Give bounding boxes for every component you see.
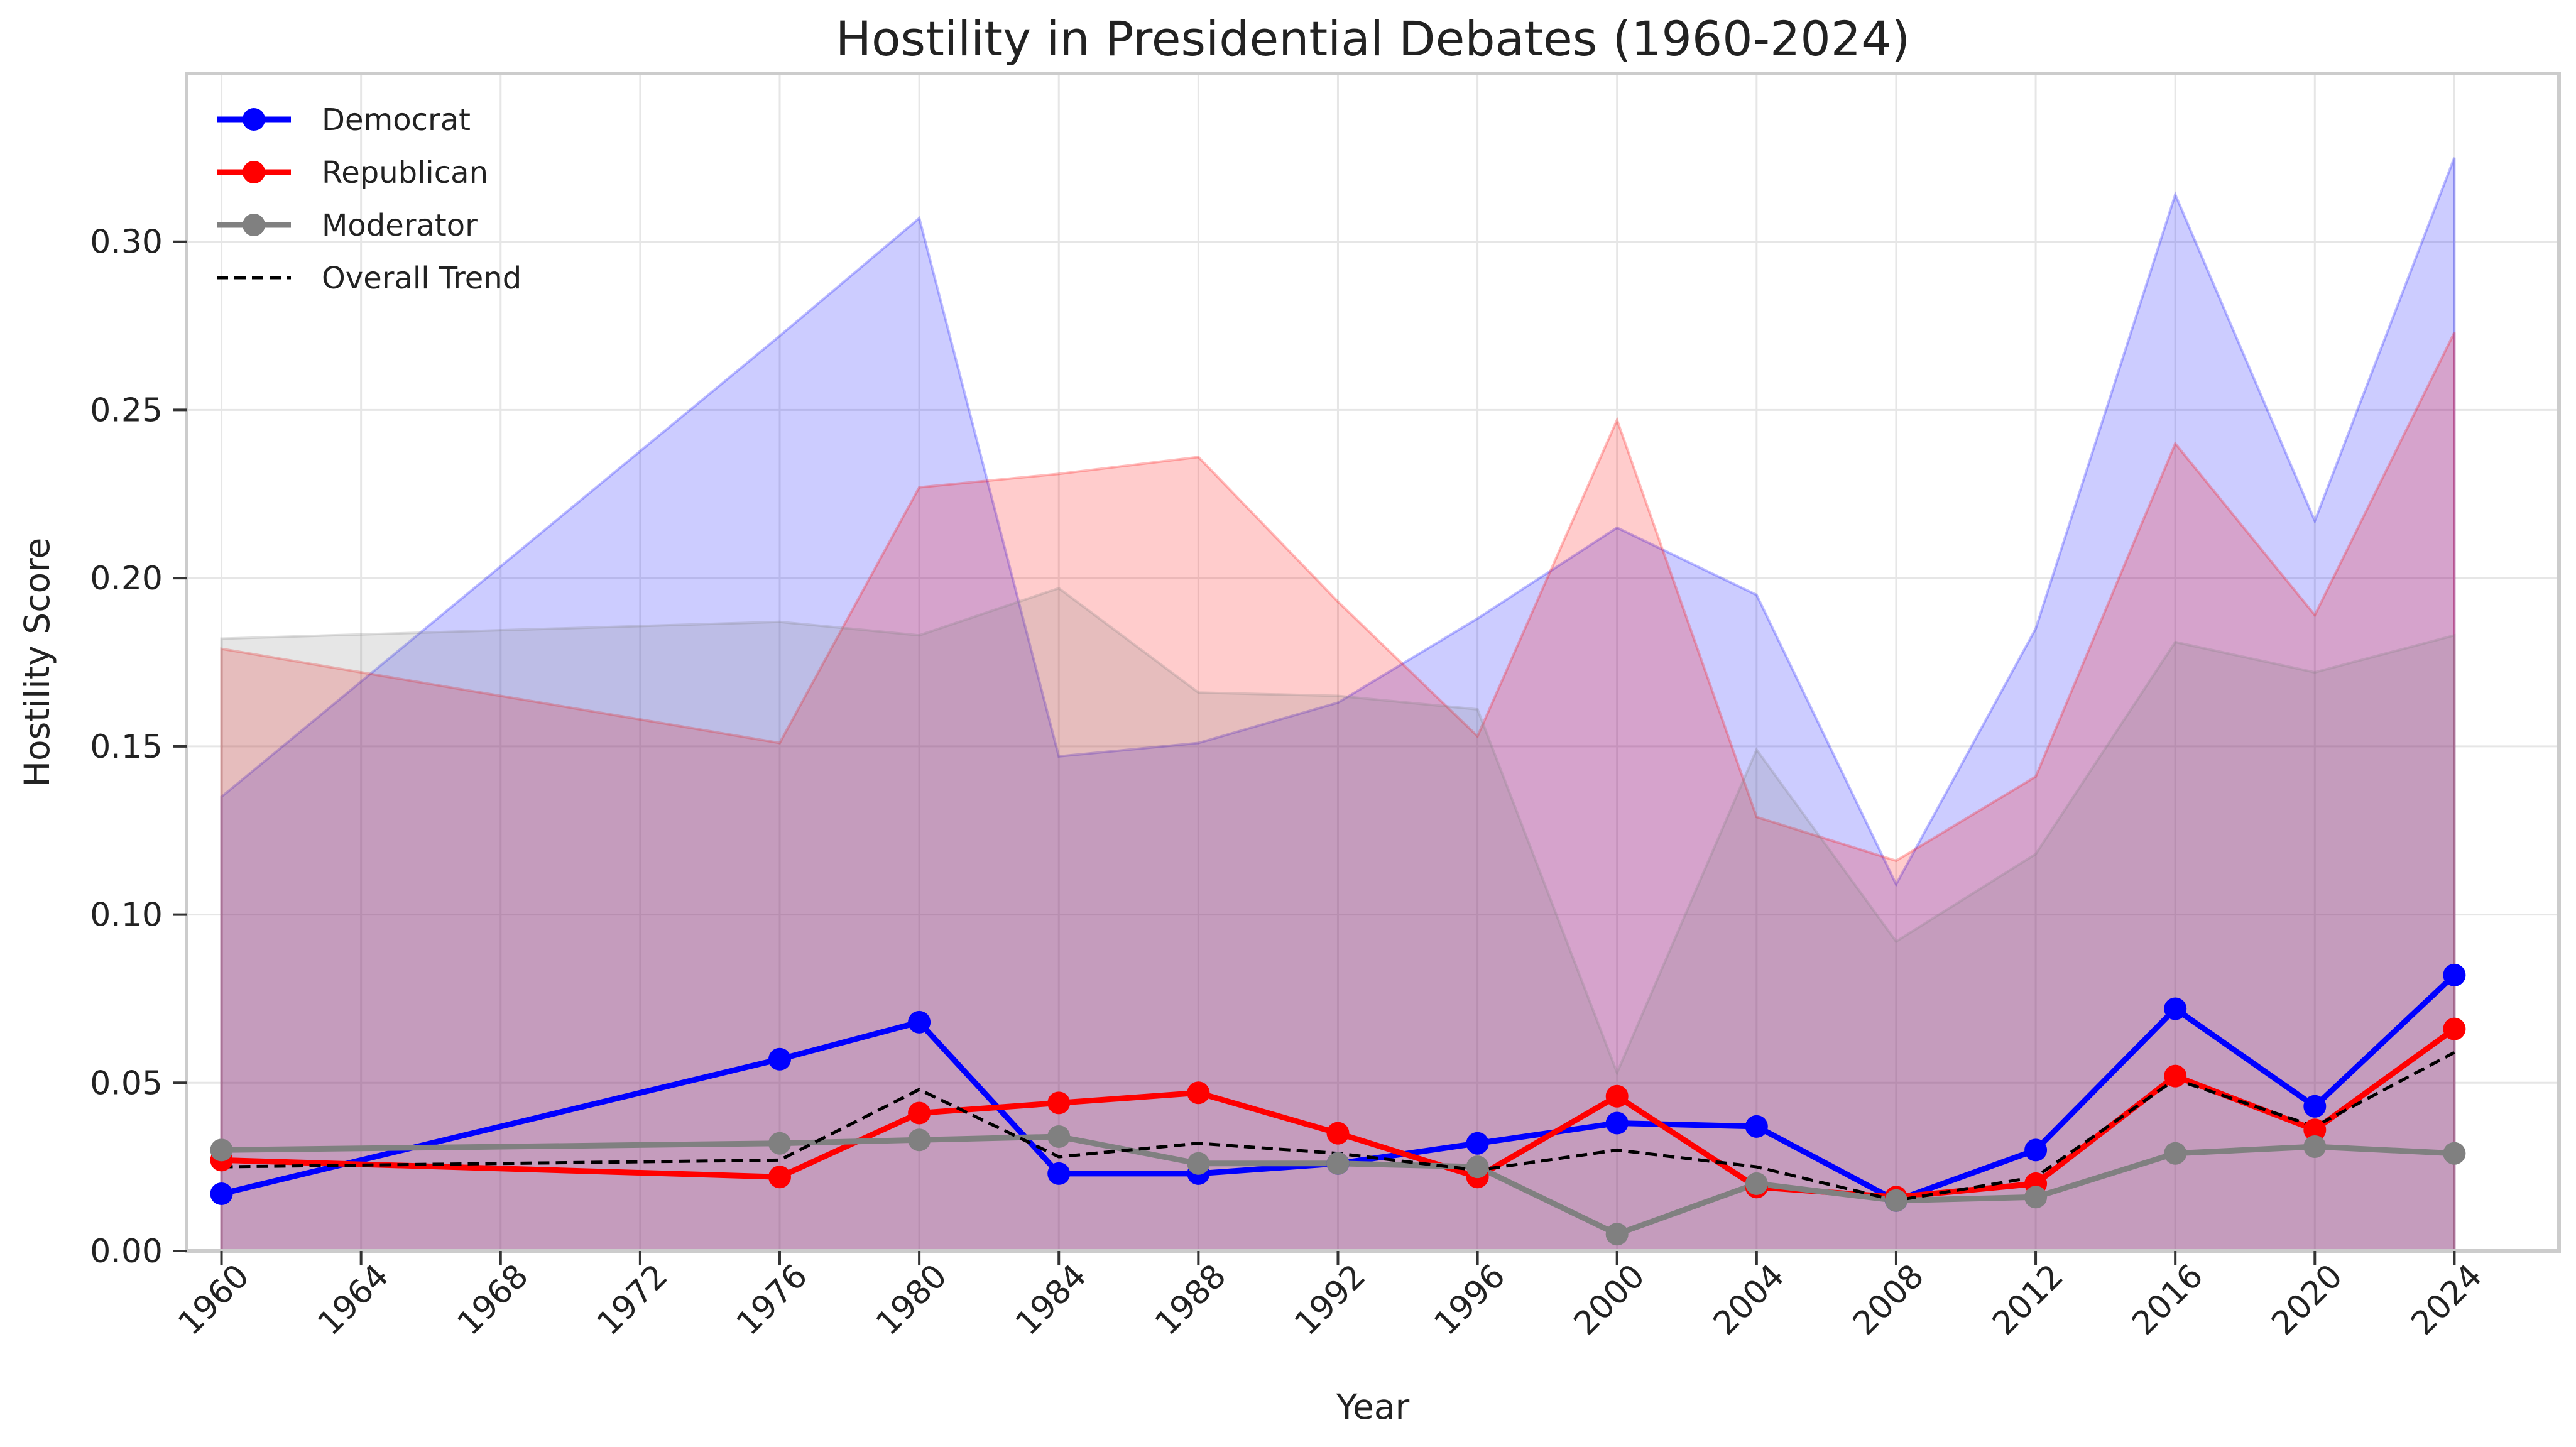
point-moderator xyxy=(2443,1142,2466,1165)
y-tick-label: 0.15 xyxy=(90,728,163,766)
point-moderator xyxy=(1047,1125,1071,1148)
legend-marker-democrat xyxy=(243,108,265,131)
legend-marker-republican xyxy=(243,161,265,183)
point-democrat xyxy=(2443,963,2466,986)
series-markers xyxy=(210,963,2466,1246)
point-democrat xyxy=(908,1010,931,1034)
point-moderator xyxy=(1745,1172,1768,1195)
y-tick-label: 0.05 xyxy=(90,1064,163,1102)
point-democrat xyxy=(1745,1115,1768,1138)
point-democrat xyxy=(768,1047,791,1071)
point-democrat xyxy=(1047,1162,1071,1185)
chart-title: Hostility in Presidential Debates (1960-… xyxy=(836,11,1910,67)
legend-label-moderator: Moderator xyxy=(322,208,478,243)
point-democrat xyxy=(2024,1138,2048,1162)
bands xyxy=(220,157,2456,1252)
legend-label-democrat: Democrat xyxy=(322,102,471,138)
point-moderator xyxy=(1187,1152,1210,1175)
point-democrat xyxy=(2164,997,2187,1020)
point-republican xyxy=(2443,1017,2466,1040)
series-lines xyxy=(221,973,2457,1237)
legend: Democrat Republican Moderator Overall Trend xyxy=(217,102,521,296)
point-republican xyxy=(768,1166,791,1189)
point-moderator xyxy=(1605,1223,1629,1246)
point-moderator xyxy=(210,1138,233,1162)
legend-label-republican: Republican xyxy=(322,155,488,190)
legend-marker-moderator xyxy=(243,214,265,236)
y-axis-label: Hostility Score xyxy=(17,538,57,787)
point-democrat xyxy=(1466,1132,1489,1155)
line-moderator xyxy=(221,1133,2455,1237)
point-republican xyxy=(1326,1122,1350,1145)
point-moderator xyxy=(1884,1189,1907,1212)
y-tick-label: 0.25 xyxy=(90,391,163,429)
plot-frame xyxy=(185,72,2561,1253)
point-republican xyxy=(2303,1118,2327,1142)
point-moderator xyxy=(2303,1135,2327,1158)
point-republican xyxy=(908,1101,931,1125)
line-overall-trend xyxy=(221,1051,2455,1203)
line-republican xyxy=(221,1026,2457,1200)
y-tick-label: 0.20 xyxy=(90,560,163,598)
y-tick-label: 0.00 xyxy=(90,1233,163,1270)
point-democrat xyxy=(210,1182,233,1205)
point-democrat xyxy=(2303,1095,2327,1118)
point-moderator xyxy=(2024,1186,2048,1209)
point-moderator xyxy=(1326,1152,1350,1175)
y-tick-label: 0.30 xyxy=(90,224,163,261)
point-republican xyxy=(2164,1064,2187,1088)
point-moderator xyxy=(1466,1155,1489,1179)
point-moderator xyxy=(908,1128,931,1152)
x-axis-label: Year xyxy=(1336,1387,1410,1427)
y-tick-label: 0.10 xyxy=(90,897,163,934)
point-moderator xyxy=(768,1132,791,1155)
point-republican xyxy=(1047,1091,1071,1115)
point-republican xyxy=(1187,1081,1210,1105)
point-republican xyxy=(1605,1084,1629,1108)
point-moderator xyxy=(2164,1142,2187,1165)
point-democrat xyxy=(1605,1111,1629,1135)
legend-label-overall-trend: Overall Trend xyxy=(322,261,521,296)
line-democrat xyxy=(221,973,2457,1204)
